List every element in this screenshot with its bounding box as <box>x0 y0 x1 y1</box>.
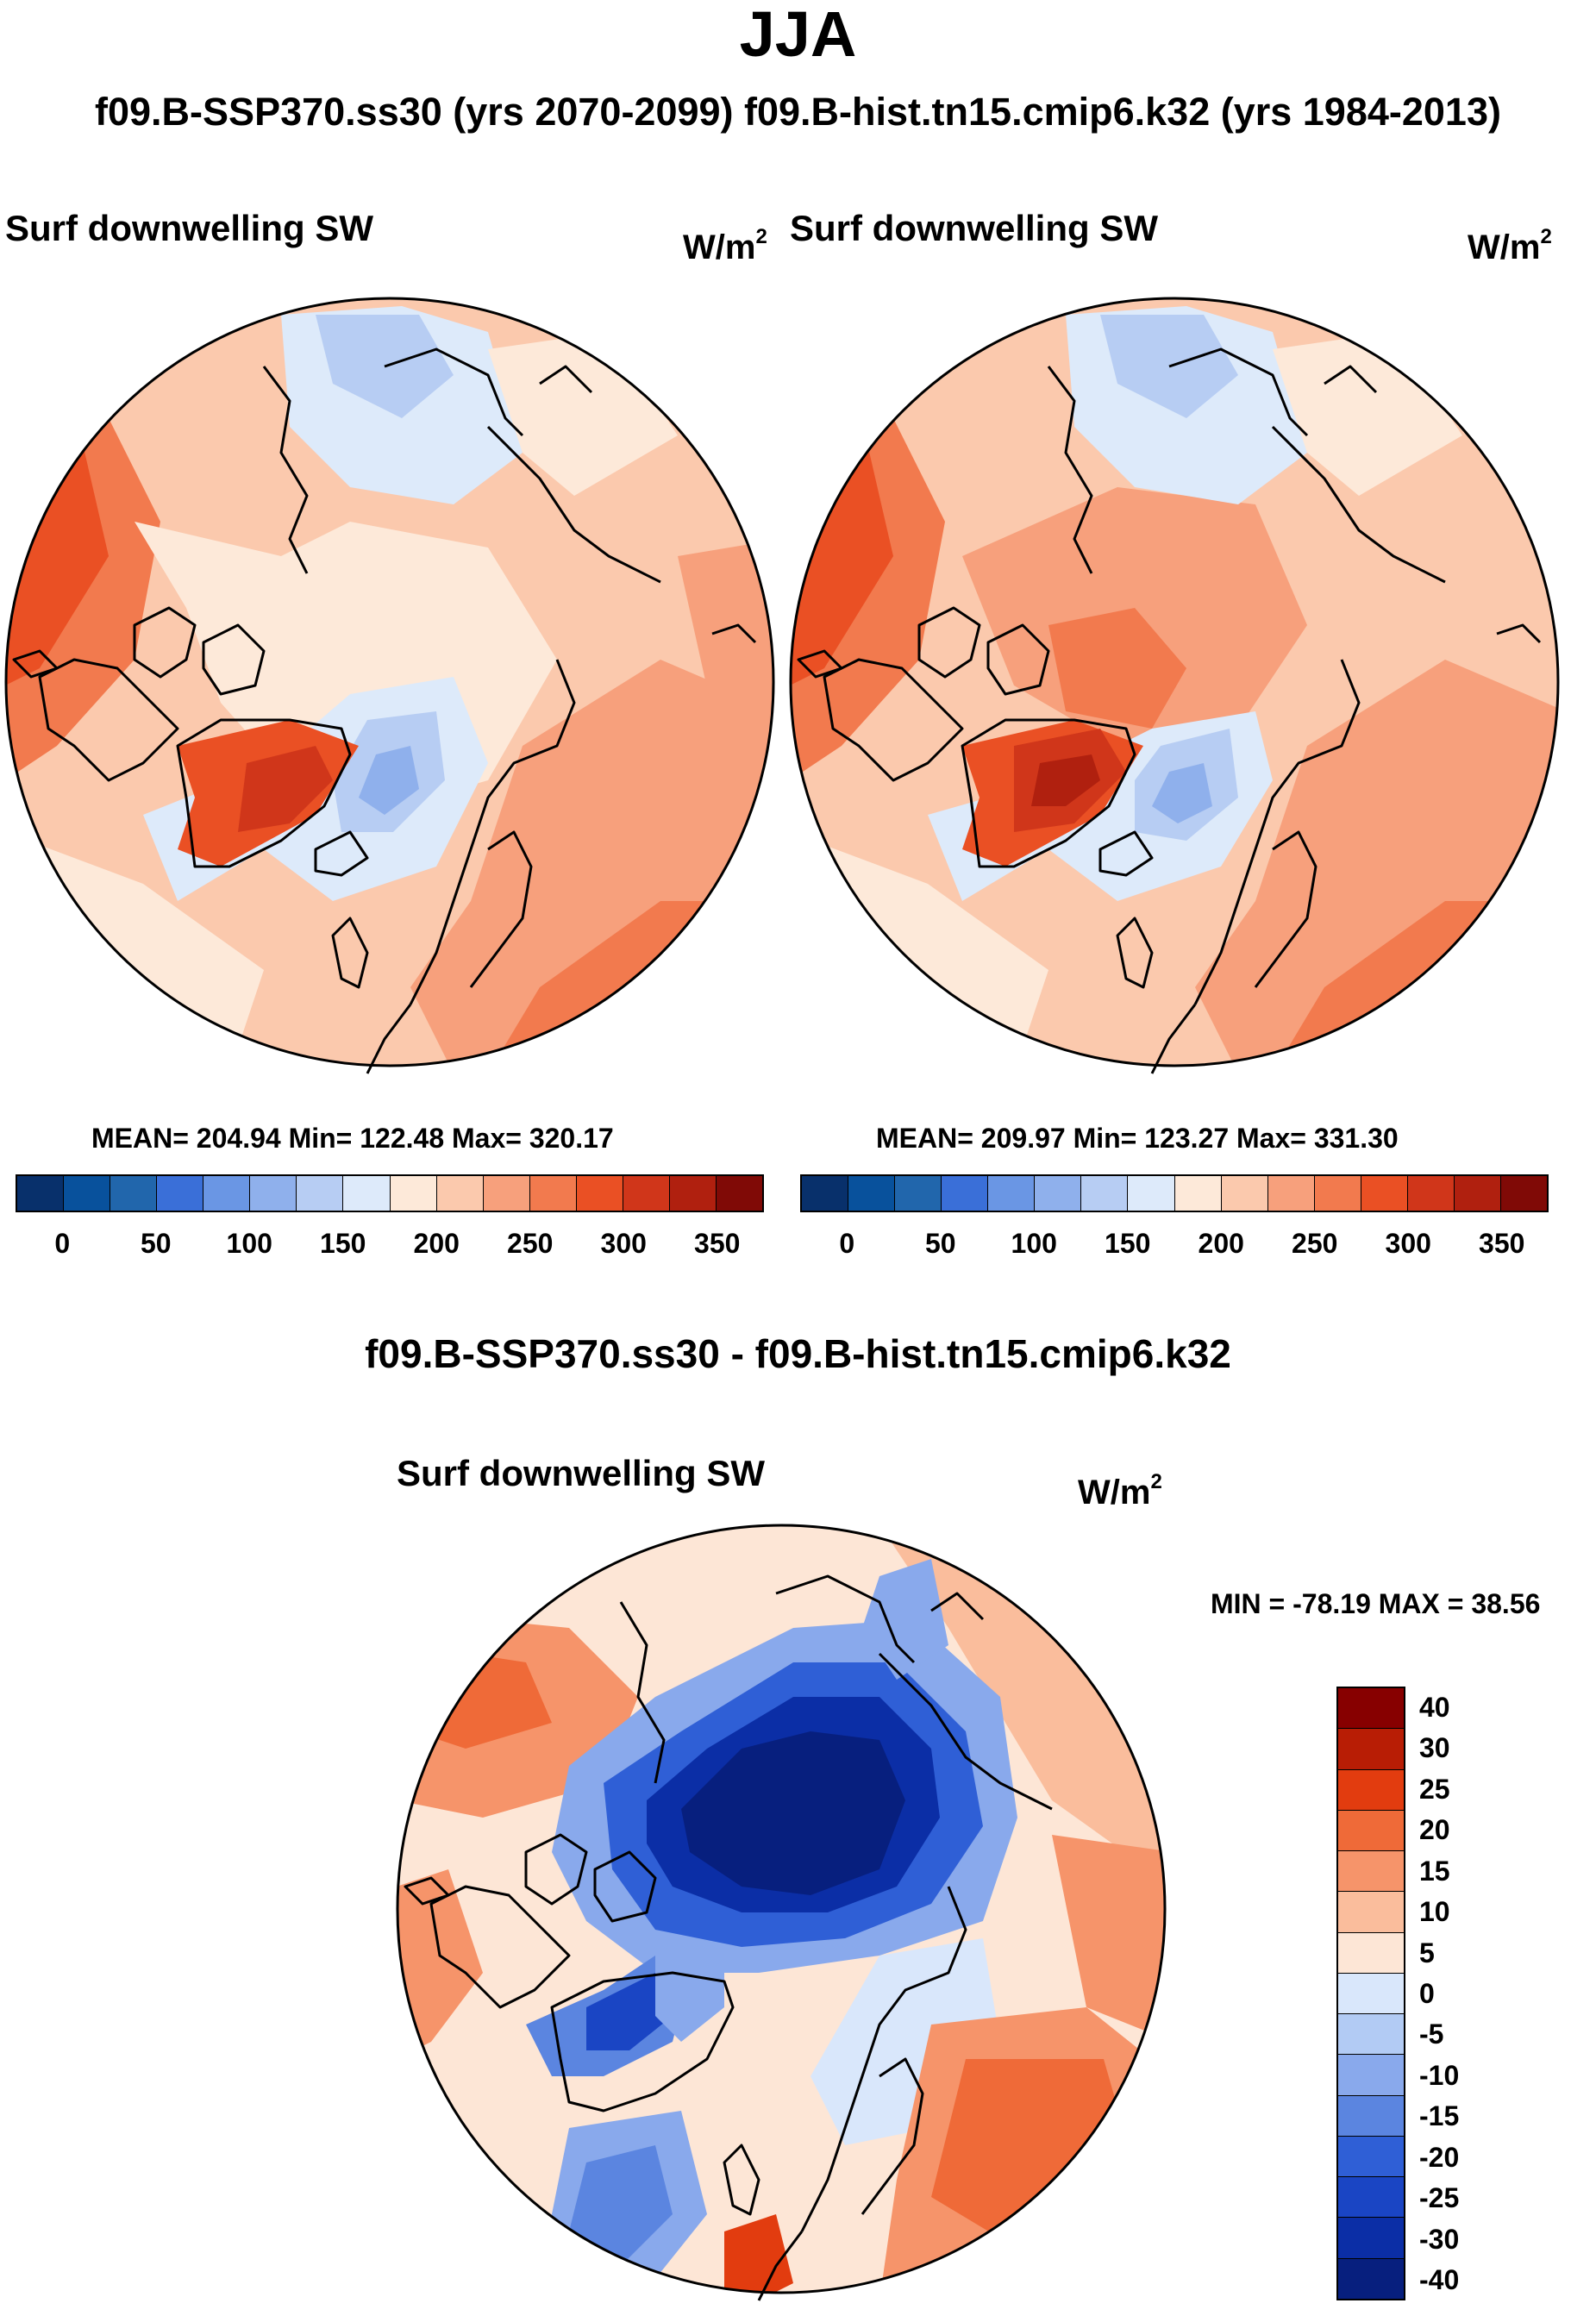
colorbar-tick-label: -30 <box>1419 2223 1460 2255</box>
colorbar-tick-label: 20 <box>1419 1814 1450 1846</box>
colorbar-swatch <box>848 1176 896 1211</box>
colorbar-swatch <box>1361 1176 1408 1211</box>
colorbar-swatch <box>1035 1176 1082 1211</box>
colorbar-tick-label: 50 <box>140 1228 172 1259</box>
colorbar-swatch <box>250 1176 297 1211</box>
colorbar-swatch <box>343 1176 391 1211</box>
panel2-colorbar <box>800 1174 1549 1212</box>
panel1-colorbar <box>16 1174 764 1212</box>
colorbar-tick-label: 100 <box>1011 1228 1057 1259</box>
colorbar-swatch <box>297 1176 344 1211</box>
colorbar-swatch <box>390 1176 437 1211</box>
colorbar-tick-label: 0 <box>839 1228 855 1259</box>
panel2-colorbar-ticks: 0 50 100 150 200 250 300 350 <box>800 1226 1549 1261</box>
colorbar-swatch <box>942 1176 989 1211</box>
colorbar-swatch <box>64 1176 111 1211</box>
diff-colorbar-ticks: 40 30 25 20 15 10 5 0 -5 -10 -15 -20 -25 -30 -40 <box>1419 1687 1505 2300</box>
colorbar-swatch <box>1500 1176 1547 1211</box>
colorbar-swatch <box>802 1176 849 1211</box>
colorbar-swatch <box>1407 1176 1455 1211</box>
colorbar-tick-label: 10 <box>1419 1896 1450 1928</box>
panel1-variable-label: Surf downwelling SW <box>5 208 373 248</box>
diff-units-label: W/m2 <box>1078 1470 1162 1511</box>
panel1-polar-map <box>4 297 775 1074</box>
colorbar-tick-label: 0 <box>54 1228 71 1259</box>
colorbar-swatch <box>1338 2014 1404 2056</box>
colorbar-tick-label: -20 <box>1419 2141 1460 2173</box>
colorbar-swatch <box>1338 2136 1404 2178</box>
colorbar-swatch <box>1338 2095 1404 2137</box>
colorbar-swatch <box>716 1176 762 1211</box>
colorbar-swatch <box>1338 1729 1404 1770</box>
colorbar-swatch <box>1338 2177 1404 2219</box>
colorbar-tick-label: 100 <box>226 1228 272 1259</box>
colorbar-swatch <box>1174 1176 1222 1211</box>
colorbar-tick-label: 350 <box>1479 1228 1525 1259</box>
diff-colorbar <box>1336 1687 1405 2300</box>
colorbar-tick-label: 0 <box>1419 1978 1435 2009</box>
colorbar-tick-label: 250 <box>507 1228 554 1259</box>
colorbar-tick-label: 50 <box>924 1228 956 1259</box>
colorbar-tick-label: 30 <box>1419 1732 1450 1764</box>
colorbar-swatch <box>1338 2055 1404 2096</box>
colorbar-tick-label: 150 <box>1105 1228 1151 1259</box>
colorbar-swatch <box>1128 1176 1175 1211</box>
colorbar-tick-label: 15 <box>1419 1855 1450 1887</box>
colorbar-swatch <box>623 1176 670 1211</box>
colorbar-swatch <box>576 1176 623 1211</box>
colorbar-swatch <box>436 1176 484 1211</box>
colorbar-tick-label: 200 <box>1198 1228 1244 1259</box>
colorbar-swatch <box>1267 1176 1315 1211</box>
colorbar-tick-label: -15 <box>1419 2100 1460 2132</box>
diff-minmax: MIN = -78.19 MAX = 38.56 <box>1211 1588 1541 1619</box>
colorbar-swatch <box>1338 1688 1404 1730</box>
panel2-variable-label: Surf downwelling SW <box>790 208 1158 248</box>
colorbar-swatch <box>1338 1973 1404 2015</box>
colorbar-swatch <box>17 1176 65 1211</box>
panel1-units-label: W/m2 <box>683 225 767 266</box>
colorbar-tick-label: 200 <box>413 1228 460 1259</box>
diff-variable-label: Surf downwelling SW <box>397 1453 765 1493</box>
colorbar-tick-label: 150 <box>320 1228 366 1259</box>
colorbar-tick-label: 350 <box>694 1228 741 1259</box>
colorbar-tick-label: 300 <box>1385 1228 1431 1259</box>
colorbar-tick-label: -10 <box>1419 2059 1460 2091</box>
colorbar-swatch <box>1338 2218 1404 2259</box>
colorbar-swatch <box>1081 1176 1129 1211</box>
colorbar-swatch <box>1338 1892 1404 1933</box>
colorbar-tick-label: 25 <box>1419 1773 1450 1805</box>
colorbar-tick-label: 300 <box>600 1228 647 1259</box>
colorbar-swatch <box>1338 1932 1404 1974</box>
colorbar-swatch <box>157 1176 204 1211</box>
colorbar-tick-label: 5 <box>1419 1937 1435 1968</box>
colorbar-swatch <box>1338 1810 1404 1852</box>
colorbar-swatch <box>988 1176 1036 1211</box>
panel2-polar-map <box>789 297 1560 1074</box>
colorbar-tick-label: 250 <box>1292 1228 1338 1259</box>
colorbar-tick-label: -25 <box>1419 2182 1460 2214</box>
colorbar-swatch <box>1338 1851 1404 1893</box>
colorbar-swatch <box>1314 1176 1361 1211</box>
colorbar-swatch <box>203 1176 251 1211</box>
season-title: JJA <box>739 0 857 70</box>
colorbar-tick-label: -40 <box>1419 2264 1460 2296</box>
colorbar-swatch <box>483 1176 530 1211</box>
colorbar-swatch <box>1338 1769 1404 1811</box>
colorbar-tick-label: 40 <box>1419 1691 1450 1723</box>
panel2-units-label: W/m2 <box>1468 225 1552 266</box>
difference-polar-map <box>396 1524 1167 2301</box>
difference-title: f09.B-SSP370.ss30 - f09.B-hist.tn15.cmip… <box>365 1331 1231 1376</box>
panel2-stats: MEAN= 209.97 Min= 123.27 Max= 331.30 <box>876 1123 1399 1154</box>
colorbar-swatch <box>529 1176 577 1211</box>
experiment-subtitle: f09.B-SSP370.ss30 (yrs 2070-2099) f09.B-… <box>95 90 1501 134</box>
colorbar-swatch <box>669 1176 717 1211</box>
colorbar-tick-label: -5 <box>1419 2018 1444 2050</box>
colorbar-swatch <box>1338 2258 1404 2299</box>
colorbar-swatch <box>895 1176 942 1211</box>
panel1-stats: MEAN= 204.94 Min= 122.48 Max= 320.17 <box>91 1123 614 1154</box>
panel1-colorbar-ticks: 0 50 100 150 200 250 300 350 <box>16 1226 764 1261</box>
colorbar-swatch <box>1454 1176 1501 1211</box>
colorbar-swatch <box>1221 1176 1268 1211</box>
colorbar-swatch <box>110 1176 158 1211</box>
